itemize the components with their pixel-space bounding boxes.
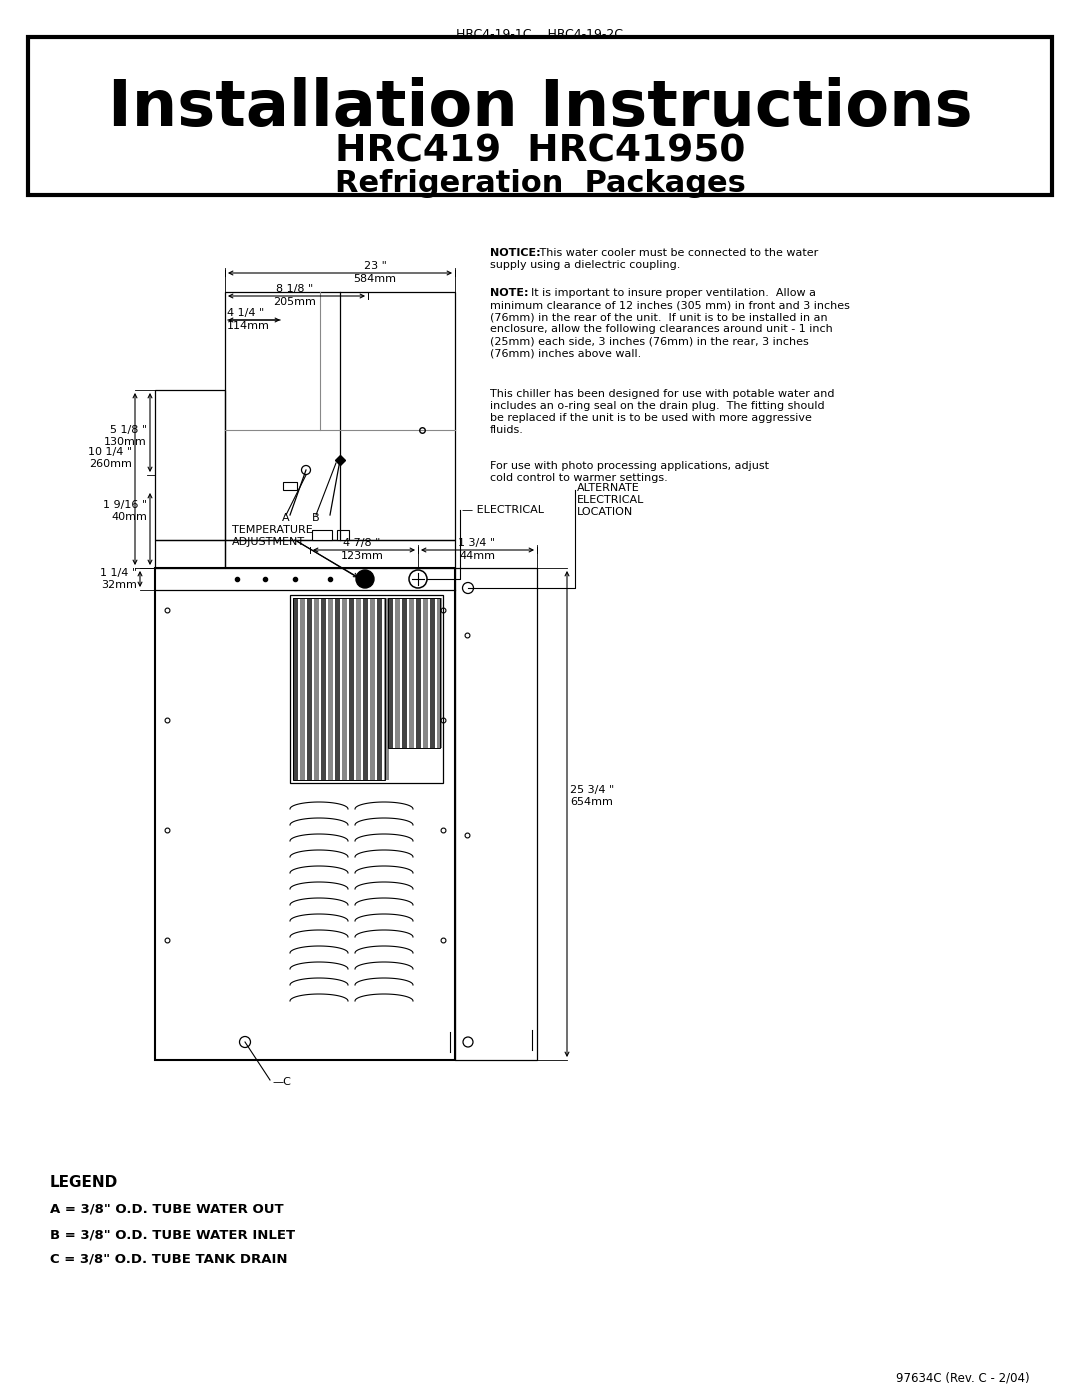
Text: 260mm: 260mm [90, 460, 132, 469]
Bar [312, 529, 332, 541]
Text: fluids.: fluids. [490, 425, 524, 434]
Bar [455, 569, 537, 1060]
Text: 130mm: 130mm [105, 437, 147, 447]
Text: For use with photo processing applications, adjust: For use with photo processing applicatio… [490, 461, 769, 471]
Text: 23 ": 23 " [364, 261, 387, 271]
Bar [395, 598, 400, 747]
Text: A = 3/8" O.D. TUBE WATER OUT: A = 3/8" O.D. TUBE WATER OUT [50, 1203, 284, 1215]
Bar [328, 598, 333, 780]
Bar [349, 598, 354, 780]
Text: 1 3/4 ": 1 3/4 " [458, 538, 496, 548]
Bar [156, 390, 225, 541]
Text: 1 1/4 ": 1 1/4 " [99, 569, 137, 578]
Bar [402, 598, 407, 747]
Text: 8 1/8 ": 8 1/8 " [276, 284, 313, 293]
Text: ADJUSTMENT: ADJUSTMENT [232, 536, 306, 548]
Bar [156, 541, 225, 569]
Text: 205mm: 205mm [273, 298, 316, 307]
Bar [363, 598, 368, 780]
Bar [314, 598, 319, 780]
Bar [388, 598, 393, 747]
Text: LEGEND: LEGEND [50, 1175, 118, 1190]
Bar [370, 598, 375, 780]
Text: Installation Instructions: Installation Instructions [108, 77, 972, 138]
Bar [430, 598, 435, 747]
Bar [423, 598, 428, 747]
Bar [28, 36, 1052, 196]
Text: —C: —C [272, 1077, 291, 1087]
Text: cold control to warmer settings.: cold control to warmer settings. [490, 474, 667, 483]
Text: 32mm: 32mm [102, 580, 137, 590]
Bar [293, 598, 298, 780]
Text: 10 1/4 ": 10 1/4 " [87, 447, 132, 457]
Text: 114mm: 114mm [227, 321, 270, 331]
Text: 584mm: 584mm [353, 274, 396, 284]
Text: — ELECTRICAL: — ELECTRICAL [462, 504, 544, 515]
Bar [293, 598, 384, 780]
Text: ALTERNATE: ALTERNATE [577, 483, 639, 493]
Text: 123mm: 123mm [340, 550, 383, 562]
Bar [335, 598, 340, 780]
Text: 44mm: 44mm [459, 550, 495, 562]
Bar [156, 569, 455, 1060]
Text: B: B [312, 513, 320, 522]
Text: 4 1/4 ": 4 1/4 " [227, 307, 265, 319]
Text: It is important to insure proper ventilation.  Allow a: It is important to insure proper ventila… [524, 288, 816, 298]
Bar [321, 598, 326, 780]
Bar [337, 529, 349, 541]
Text: ELECTRICAL: ELECTRICAL [577, 495, 645, 504]
Text: 5 1/8 ": 5 1/8 " [110, 425, 147, 434]
Text: Refrigeration  Packages: Refrigeration Packages [335, 169, 745, 197]
Text: 25 3/4 ": 25 3/4 " [570, 785, 615, 795]
Bar [356, 598, 361, 780]
Text: 654mm: 654mm [570, 798, 612, 807]
Text: NOTE:: NOTE: [490, 288, 528, 298]
Text: 4 7/8 ": 4 7/8 " [343, 538, 380, 548]
Bar [342, 598, 347, 780]
Text: (25mm) each side, 3 inches (76mm) in the rear, 3 inches: (25mm) each side, 3 inches (76mm) in the… [490, 337, 809, 346]
Text: 97634C (Rev. C - 2/04): 97634C (Rev. C - 2/04) [896, 1372, 1030, 1384]
Text: be replaced if the unit is to be used with more aggressive: be replaced if the unit is to be used wi… [490, 414, 812, 423]
Text: B = 3/8" O.D. TUBE WATER INLET: B = 3/8" O.D. TUBE WATER INLET [50, 1228, 295, 1241]
Bar [283, 482, 297, 490]
Circle shape [356, 570, 374, 588]
Text: HRC4-19-1C    HRC4-19-2C: HRC4-19-1C HRC4-19-2C [457, 28, 623, 42]
Text: (76mm) inches above wall.: (76mm) inches above wall. [490, 348, 642, 358]
Text: supply using a dielectric coupling.: supply using a dielectric coupling. [490, 260, 680, 270]
Text: HRC419  HRC41950: HRC419 HRC41950 [335, 134, 745, 170]
Text: TEMPERATURE: TEMPERATURE [232, 525, 313, 535]
Bar [291, 595, 443, 782]
Bar [409, 598, 414, 747]
Text: 1 9/16 ": 1 9/16 " [103, 500, 147, 510]
Bar [225, 541, 455, 569]
Text: 40mm: 40mm [111, 511, 147, 522]
Bar [307, 598, 312, 780]
Text: C = 3/8" O.D. TUBE TANK DRAIN: C = 3/8" O.D. TUBE TANK DRAIN [50, 1253, 287, 1266]
Bar [377, 598, 382, 780]
Bar [437, 598, 442, 747]
Text: minimum clearance of 12 inches (305 mm) in front and 3 inches: minimum clearance of 12 inches (305 mm) … [490, 300, 850, 310]
Bar [416, 598, 421, 747]
Text: This water cooler must be connected to the water: This water cooler must be connected to t… [536, 249, 819, 258]
Bar [300, 598, 305, 780]
Text: NOTICE:: NOTICE: [490, 249, 541, 258]
Bar [388, 598, 440, 747]
Text: includes an o-ring seal on the drain plug.  The fitting should: includes an o-ring seal on the drain plu… [490, 401, 825, 411]
Text: (76mm) in the rear of the unit.  If unit is to be installed in an: (76mm) in the rear of the unit. If unit … [490, 312, 827, 321]
Text: A: A [282, 513, 289, 522]
Text: This chiller has been designed for use with potable water and: This chiller has been designed for use w… [490, 388, 835, 400]
Text: LOCATION: LOCATION [577, 507, 633, 517]
Bar [225, 292, 455, 541]
Bar [384, 598, 389, 780]
Text: enclosure, allow the following clearances around unit - 1 inch: enclosure, allow the following clearance… [490, 324, 833, 334]
